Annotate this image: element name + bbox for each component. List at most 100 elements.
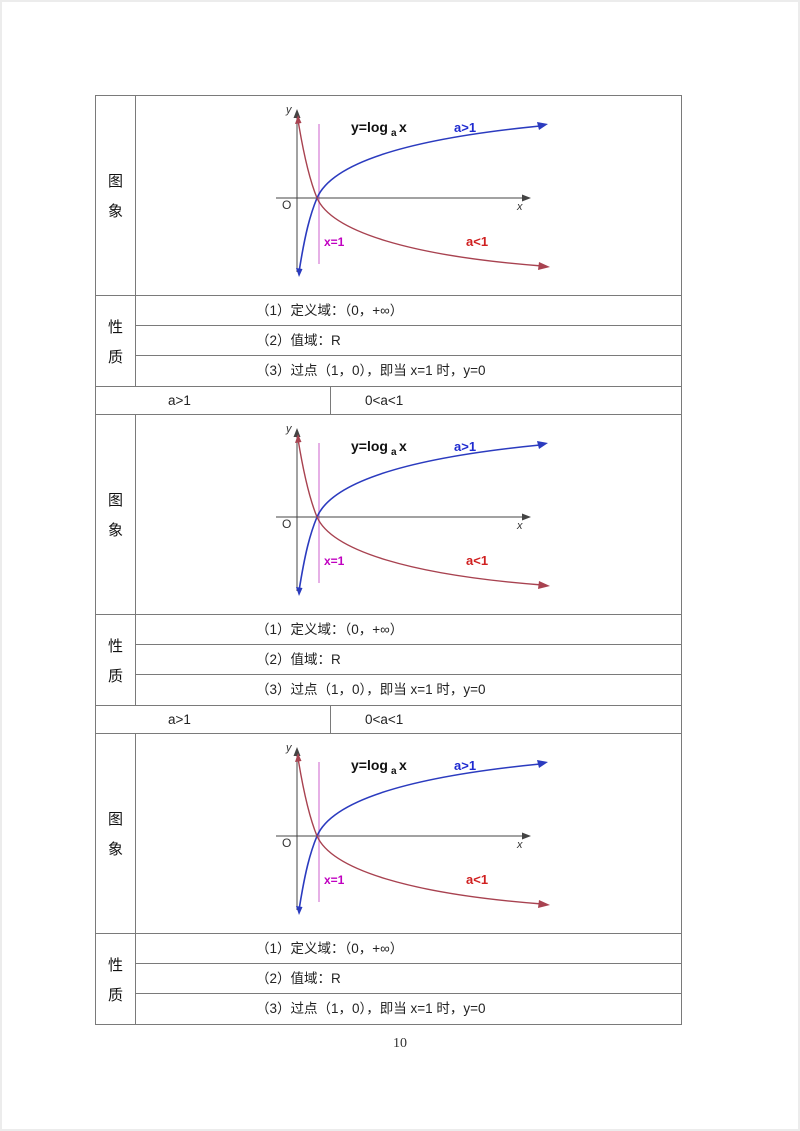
origin-label: O: [282, 198, 291, 212]
label-char: 图: [107, 492, 123, 509]
graph-title-main: y=log: [351, 438, 388, 454]
curve-a-lt-1: [297, 438, 543, 586]
graph-cell: y x O y=log a x a>1 a<1 x=1: [136, 415, 681, 614]
properties-row-label: 性 质: [96, 934, 136, 1024]
curve-a-lt-1-upper-arrow-icon: [295, 115, 302, 124]
log-function-table: 图 象 y x O: [95, 95, 682, 1025]
curve-a-lt-1-arrow-icon: [538, 581, 550, 589]
curve-a-gt-1-lower-arrow-icon: [296, 268, 303, 277]
graph-row-label: 图 象: [96, 96, 136, 295]
graph-row: 图 象 y x O: [96, 96, 681, 296]
property-range: （2）值域：R: [136, 326, 681, 356]
property-domain: （1）定义域：（0，+∞）: [136, 615, 681, 645]
curve-a-lt-1: [297, 757, 543, 905]
graph-row: 图 象 y x O: [96, 734, 681, 934]
x-axis-label: x: [516, 201, 523, 213]
curve-a-gt-1: [298, 444, 541, 592]
graph-title-sub: a: [391, 766, 397, 777]
graph-title-x: x: [399, 757, 407, 773]
table-block-2: 图 象 y x O: [96, 415, 681, 734]
property-fixed-point: （3）过点（1，0），即当 x=1 时，y=0: [256, 682, 486, 697]
property-domain: （1）定义域：（0，+∞）: [136, 934, 681, 964]
property-fixed-point: （3）过点（1，0），即当 x=1 时，y=0: [256, 1001, 486, 1016]
label-char: 图: [107, 173, 123, 190]
curve-a-gt-1: [298, 763, 541, 911]
x-axis-arrow-icon: [522, 832, 531, 840]
properties-row-label: 性 质: [96, 615, 136, 705]
y-axis-arrow-icon: [293, 428, 301, 437]
curve-a-gt-1-arrow-icon: [537, 441, 548, 449]
label-char: 象: [107, 203, 123, 220]
label-char: 象: [107, 841, 123, 858]
property-range: （2）值域：R: [136, 645, 681, 675]
case-a-between-0-1: 0<a<1: [365, 712, 404, 727]
graph-title-sub: a: [391, 128, 397, 139]
graph-title-main: y=log: [351, 757, 388, 773]
label-char: 性: [107, 956, 123, 974]
y-axis-label: y: [285, 104, 293, 116]
label-char: 性: [107, 318, 123, 336]
curve-a-lt-1-arrow-icon: [538, 900, 550, 908]
graph-cell: y x O y=log a x a>1 a<1 x=1: [136, 734, 681, 933]
label-char: 性: [107, 637, 123, 655]
x-axis-label: x: [516, 839, 523, 851]
page-number: 10: [393, 1036, 407, 1051]
y-axis-arrow-icon: [293, 109, 301, 118]
label-char: 质: [107, 348, 123, 366]
property-range: （2）值域：R: [136, 964, 681, 994]
property-fixed-point: （3）过点（1，0），即当 x=1 时，y=0: [256, 363, 486, 378]
properties-rows: （1）定义域：（0，+∞） （2）值域：R （3）过点（1，0），即当 x=1 …: [136, 615, 681, 705]
table-block-3: 图 象 y x O: [96, 734, 681, 1024]
graph-cell: y x O y=log a x a>1 a<1 x=1: [136, 96, 681, 295]
case-header-row: a>1 0<a<1: [96, 387, 681, 415]
properties-rows: （1）定义域：（0，+∞） （2）值域：R （3）过点（1，0），即当 x=1 …: [136, 934, 681, 1024]
property-domain: （1）定义域：（0，+∞）: [136, 296, 681, 326]
graph-title-x: x: [399, 119, 407, 135]
y-axis-label: y: [285, 423, 293, 435]
a-gt-1-label: a>1: [454, 120, 476, 135]
log-function-graph: y x O y=log a x a>1 a<1 x=1: [276, 104, 550, 277]
label-char: 图: [107, 811, 123, 828]
case-a-between-0-1: 0<a<1: [365, 393, 404, 408]
label-char: 质: [107, 986, 123, 1004]
label-char: 质: [107, 667, 123, 685]
a-lt-1-label: a<1: [466, 553, 488, 568]
a-lt-1-label: a<1: [466, 872, 488, 887]
properties-section: 性 质 （1）定义域：（0，+∞） （2）值域：R （3）过点（1，0），即当 …: [96, 615, 681, 706]
log-function-graph: y x O y=log a x a>1 a<1 x=1: [276, 742, 550, 915]
x-eq-1-label: x=1: [324, 873, 345, 887]
curve-a-gt-1-arrow-icon: [537, 760, 548, 768]
a-gt-1-label: a>1: [454, 758, 476, 773]
curve-a-gt-1: [298, 125, 541, 273]
graph-title-main: y=log: [351, 119, 388, 135]
x-eq-1-label: x=1: [324, 235, 345, 249]
graph-title-x: x: [399, 438, 407, 454]
properties-section: 性 质 （1）定义域：（0，+∞） （2）值域：R （3）过点（1，0），即当 …: [96, 296, 681, 387]
graph-row-label: 图 象: [96, 734, 136, 933]
a-gt-1-label: a>1: [454, 439, 476, 454]
table-block-1: 图 象 y x O: [96, 96, 681, 415]
log-function-graph: y x O y=log a x a>1 a<1 x=1: [276, 423, 550, 596]
properties-section: 性 质 （1）定义域：（0，+∞） （2）值域：R （3）过点（1，0），即当 …: [96, 934, 681, 1024]
properties-row-label: 性 质: [96, 296, 136, 386]
graph-row: 图 象 y x O: [96, 415, 681, 615]
case-a-gt-1: a>1: [96, 706, 331, 733]
x-eq-1-label: x=1: [324, 554, 345, 568]
graph-title-sub: a: [391, 447, 397, 458]
curve-a-gt-1-arrow-icon: [537, 122, 548, 130]
y-axis-arrow-icon: [293, 747, 301, 756]
curve-a-lt-1-upper-arrow-icon: [295, 434, 302, 443]
label-char: 象: [107, 522, 123, 539]
case-a-gt-1: a>1: [96, 387, 331, 414]
x-axis-arrow-icon: [522, 194, 531, 202]
origin-label: O: [282, 836, 291, 850]
curve-a-lt-1-arrow-icon: [538, 262, 550, 270]
properties-rows: （1）定义域：（0，+∞） （2）值域：R （3）过点（1，0），即当 x=1 …: [136, 296, 681, 386]
x-axis-arrow-icon: [522, 513, 531, 521]
case-header-row: a>1 0<a<1: [96, 706, 681, 734]
curve-a-gt-1-lower-arrow-icon: [296, 906, 303, 915]
y-axis-label: y: [285, 742, 293, 754]
curve-a-gt-1-lower-arrow-icon: [296, 587, 303, 596]
curve-a-lt-1-upper-arrow-icon: [295, 753, 302, 762]
x-axis-label: x: [516, 520, 523, 532]
